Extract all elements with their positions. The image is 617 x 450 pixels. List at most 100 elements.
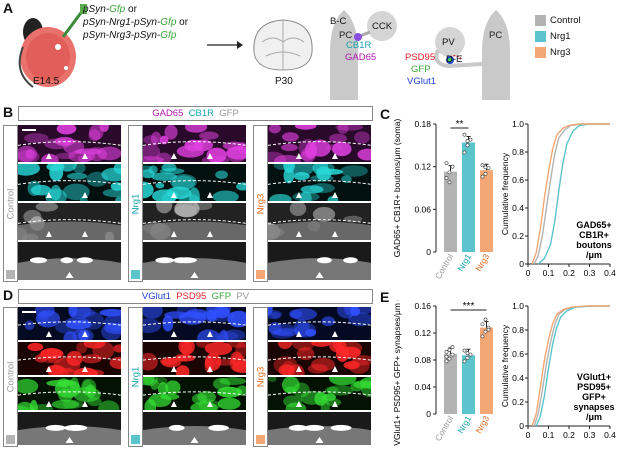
data-point xyxy=(480,322,485,327)
data-point xyxy=(462,132,467,137)
panel-b-header: GAD65 CB1R GFP xyxy=(18,106,373,121)
data-point xyxy=(486,166,491,170)
data-point xyxy=(444,354,449,359)
strip-nrg1-b: Nrg1 xyxy=(128,125,143,282)
panel-label-a: A xyxy=(3,0,14,16)
legend: Control Nrg1 Nrg3 xyxy=(535,12,581,60)
micrograph-tile xyxy=(143,412,246,445)
micrograph-tile xyxy=(18,164,121,201)
x-tick-label: Control xyxy=(433,252,455,281)
y-tick-label: 0.08 xyxy=(414,355,431,365)
micrograph-tile xyxy=(18,307,121,340)
x-tick-label: 0.1 xyxy=(543,430,555,440)
annotation-line: /μm xyxy=(586,250,602,260)
data-point xyxy=(483,165,488,170)
y-tick-label: 0 xyxy=(519,421,524,431)
data-point xyxy=(444,161,449,166)
annotation-line: /μm xyxy=(586,412,602,422)
panel-d-header: VGlut1 PSD95 GFP PV xyxy=(18,289,373,304)
strip-nrg3-b: Nrg3 xyxy=(253,125,268,282)
age-e14-5: E14.5 xyxy=(33,76,60,87)
data-point xyxy=(486,327,491,332)
data-point xyxy=(468,137,473,142)
label-d-e: D-E xyxy=(446,54,463,65)
chart-c-cdf: 00.20.40.60.81.00 0.1 0.2 0.3 0.4Cumulative … xyxy=(502,119,616,278)
micrograph-tile xyxy=(18,242,121,280)
micrograph-tile xyxy=(143,203,246,240)
y-axis-label: VGlut1+ PSD95+ GFP+ synapses/μm (soma) xyxy=(392,300,402,446)
bar-nrg1 xyxy=(462,142,475,252)
y-tick-label: 1.0 xyxy=(512,119,524,129)
micrograph-tile xyxy=(268,412,371,445)
x-tick-label: 0.3 xyxy=(584,268,596,278)
micrograph-tile xyxy=(143,242,246,280)
data-point xyxy=(444,359,449,364)
micrograph-tile xyxy=(268,203,371,240)
x-tick-label: Nrg1 xyxy=(455,252,473,273)
label-cck: CCK xyxy=(372,21,393,32)
legend-label: Control xyxy=(550,14,581,26)
data-point xyxy=(483,317,488,322)
annotation-line: PSD95+ xyxy=(577,382,611,392)
construct-line-3: pSyn-Nrg3-pSyn-Gfp xyxy=(83,30,177,41)
x-tick-label: Control xyxy=(433,414,455,443)
legend-item-control: Control xyxy=(535,12,581,28)
micrograph-tile xyxy=(268,242,371,280)
annotation-line: boutons xyxy=(576,240,612,250)
x-tick-label: 0 xyxy=(526,268,531,278)
data-point xyxy=(462,359,467,364)
micrograph-tile xyxy=(143,125,246,162)
strip-nrg3-d: Nrg3 xyxy=(253,307,268,447)
x-tick-label: 0.2 xyxy=(563,430,575,440)
mouse-head-illustration xyxy=(18,4,87,88)
chart-e-cdf: 00.20.40.60.81.00 0.1 0.2 0.3 0.4Cumulative … xyxy=(502,301,616,440)
data-point xyxy=(447,347,452,352)
label-vglut1: VGlut1 xyxy=(407,76,437,87)
x-tick-label: Nrg1 xyxy=(455,414,473,435)
strip-control-d: Control xyxy=(3,307,18,447)
micrograph-tile xyxy=(143,342,246,375)
data-point xyxy=(465,351,470,356)
y-tick-label: 0.2 xyxy=(512,231,524,241)
data-point xyxy=(450,345,455,350)
arrow-right-icon xyxy=(207,41,243,49)
y-tick-label: 0.12 xyxy=(414,328,431,338)
chart-e-bar: 0 0.04 0.08 0.12 0.16 VGlut1+ PSD95+ GFP+ syn… xyxy=(392,300,493,446)
x-tick-label: 0.1 xyxy=(543,268,555,278)
legend-swatch xyxy=(535,14,546,26)
y-tick-label: 0.6 xyxy=(512,175,524,185)
legend-label: Nrg3 xyxy=(550,46,571,58)
bar-nrg3 xyxy=(480,327,493,414)
label-pc-right: PC xyxy=(489,30,503,41)
y-tick-label: 0.8 xyxy=(512,325,524,335)
data-point xyxy=(447,170,452,175)
label-b-c: B-C xyxy=(330,16,347,27)
data-point xyxy=(480,163,485,168)
micrograph-tile xyxy=(268,307,371,340)
micrograph-tile xyxy=(18,203,121,240)
legend-item-nrg3: Nrg3 xyxy=(535,44,581,60)
y-tick-label: 0.4 xyxy=(512,373,524,383)
legend-swatch xyxy=(535,46,546,58)
panel-label-b: B xyxy=(3,104,14,120)
x-tick-label: 0.2 xyxy=(563,268,575,278)
y-tick-label: 0.04 xyxy=(414,382,431,392)
brain-section-illustration xyxy=(253,19,313,71)
label-pv: PV xyxy=(442,37,455,48)
cdf-line-nrg3 xyxy=(531,123,610,265)
y-tick-label: 0 xyxy=(426,409,431,419)
label-gad65: GAD65 xyxy=(345,52,377,63)
data-point xyxy=(465,143,470,148)
annotation-line: VGlut1+ xyxy=(577,372,611,382)
micrograph-tile xyxy=(268,164,371,201)
data-point xyxy=(450,352,455,357)
y-tick-label: 0.12 xyxy=(414,162,431,172)
circuit-diagram xyxy=(330,10,510,100)
y-tick-label: 0.06 xyxy=(414,204,431,214)
x-tick-label: 0.3 xyxy=(584,430,596,440)
bar-control xyxy=(444,353,457,414)
y-tick-label: 0.2 xyxy=(512,397,524,407)
data-point xyxy=(447,180,452,185)
data-point xyxy=(444,176,449,180)
construct-line-2: pSyn-Nrg1-pSyn-Gfp or xyxy=(83,17,189,28)
